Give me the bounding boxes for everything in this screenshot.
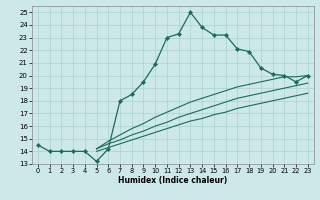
X-axis label: Humidex (Indice chaleur): Humidex (Indice chaleur) xyxy=(118,176,228,185)
